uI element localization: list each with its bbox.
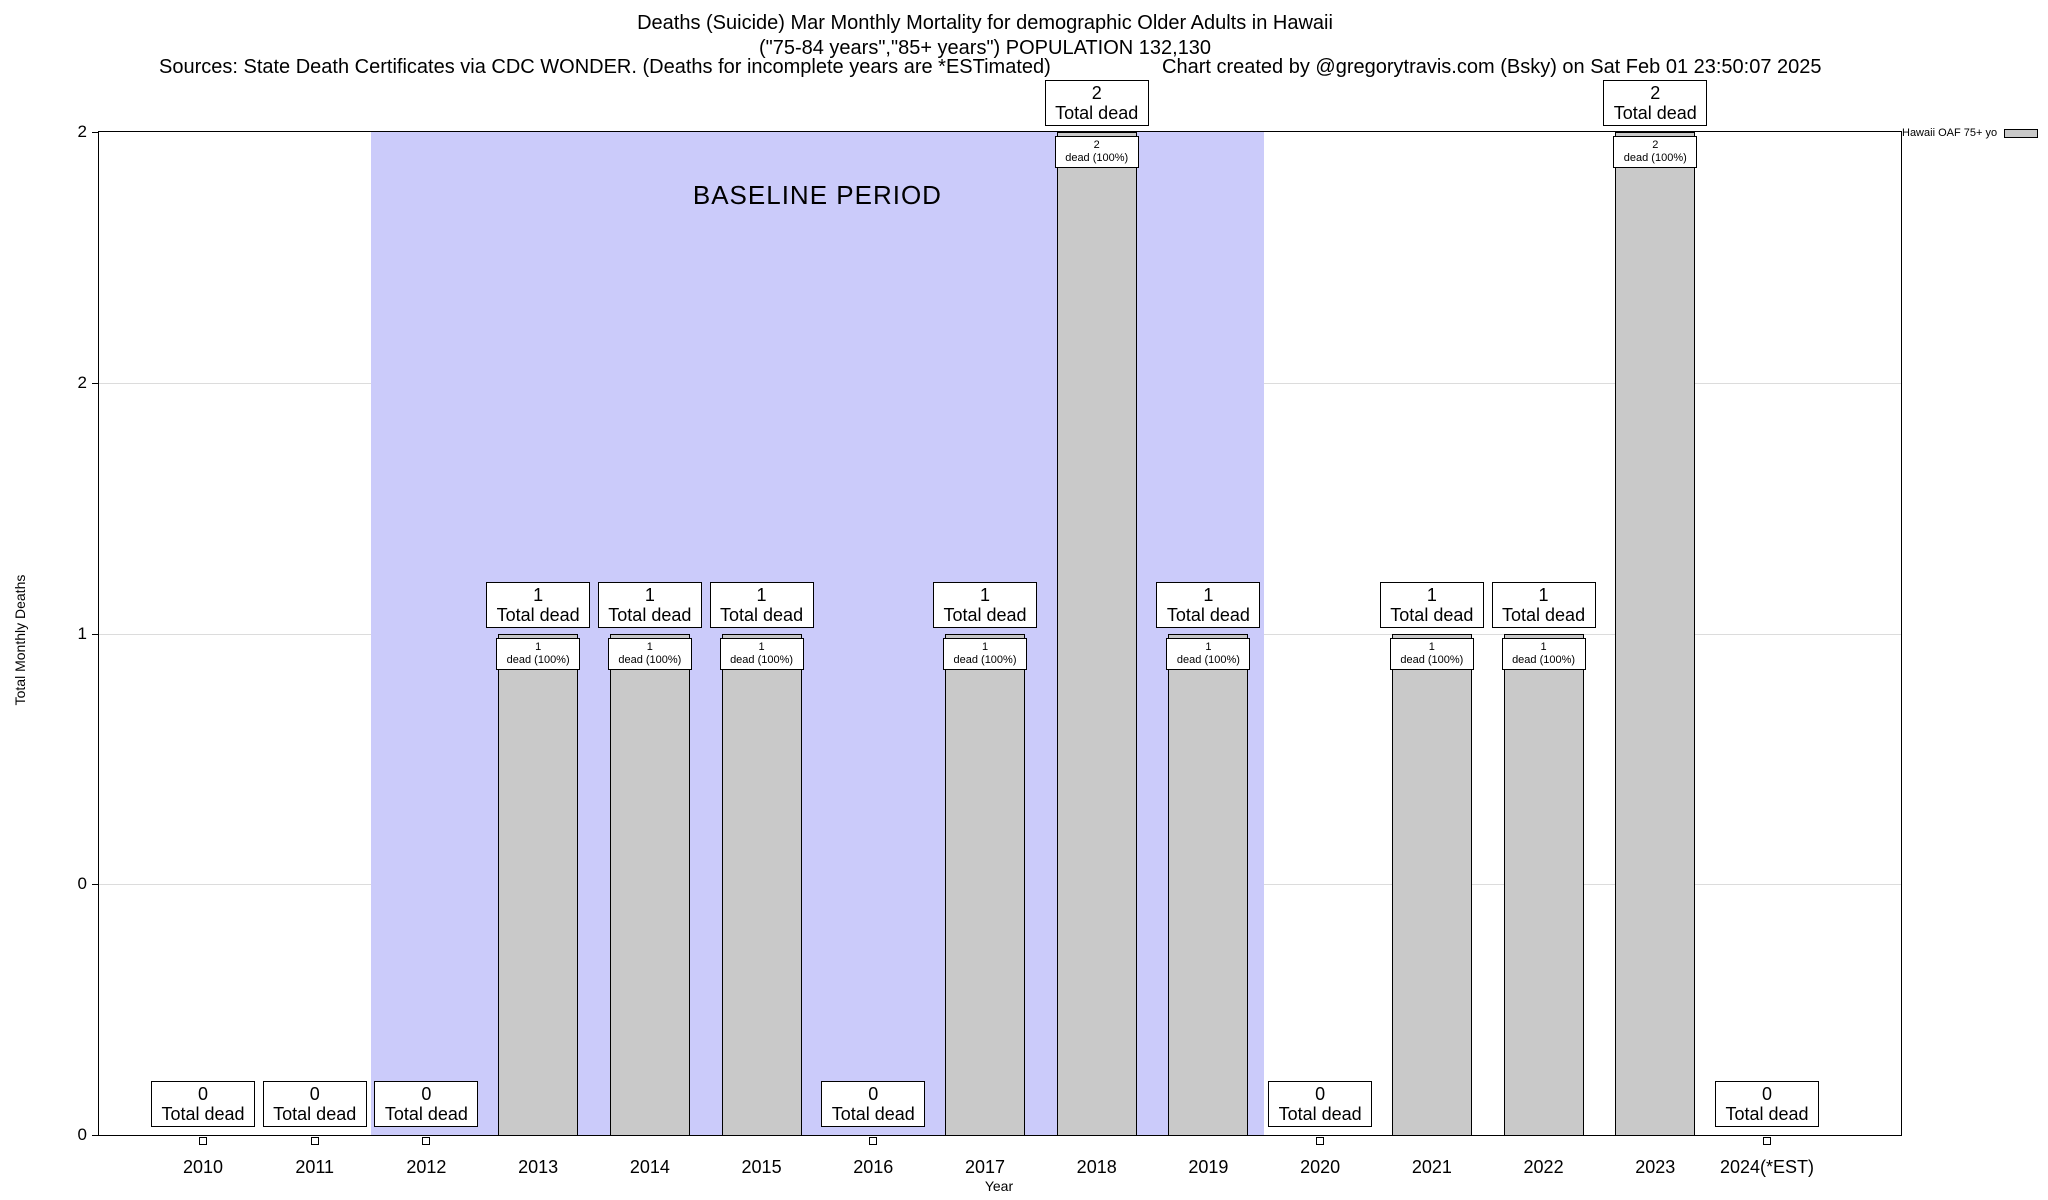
x-axis-title: Year — [984, 1178, 1014, 1194]
chart-credit: Chart created by @gregorytravis.com (Bsk… — [1162, 56, 1822, 78]
bar-total-label: 1 Total dead — [597, 581, 702, 628]
bar-total-label: 2 Total dead — [1603, 80, 1708, 126]
x-tick-label: 2022 — [1523, 1157, 1564, 1177]
x-tick-label: 2010 — [182, 1157, 224, 1177]
bar-total-label: 1 Total dead — [1379, 581, 1484, 628]
x-tick-label: 2013 — [518, 1157, 559, 1177]
bar-inner-label: 1 dead (100%) — [496, 637, 581, 670]
bar-total-label: 0 Total dead — [374, 1081, 479, 1127]
plot-area: BASELINE PERIOD 0 Total dead 2010 0 Total dea… — [78, 80, 1902, 1177]
chart-sources: Sources: State Death Certificates via CD… — [159, 56, 1051, 78]
x-tick-label: 2012 — [406, 1157, 447, 1177]
x-tick-label: 2024(*EST) — [1719, 1157, 1815, 1177]
y-tick-label: 1 — [77, 623, 87, 643]
baseline-band-label: BASELINE PERIOD — [692, 180, 942, 210]
bar-inner-label: 1 dead (100%) — [719, 637, 804, 670]
x-tick-label: 2018 — [1076, 1157, 1117, 1177]
y-tick-mark — [92, 633, 98, 635]
x-tick-label: 2016 — [853, 1157, 894, 1177]
bar-total-label: 0 Total dead — [262, 1081, 367, 1127]
bar-inner-label: 1 dead (100%) — [607, 637, 692, 670]
x-tick-label: 2020 — [1300, 1157, 1341, 1177]
bar-total-label: 1 Total dead — [1491, 581, 1596, 628]
legend-swatch — [2004, 128, 2039, 138]
bar — [721, 633, 802, 1135]
y-tick-label: 0 — [77, 874, 87, 894]
legend: Hawaii OAF 75+ yo — [1902, 127, 2039, 139]
chart-subtitle: ("75-84 years","85+ years") POPULATION 1… — [758, 37, 1212, 59]
bar — [498, 633, 579, 1135]
bar — [1615, 132, 1696, 1135]
y-tick-label: 2 — [77, 122, 87, 141]
bar-total-label: 1 Total dead — [1156, 581, 1261, 628]
bar-total-label: 0 Total dead — [151, 1081, 255, 1127]
zero-marker — [869, 1137, 878, 1145]
bar — [1391, 633, 1472, 1135]
bar-inner-label: 2 dead (100%) — [1054, 136, 1139, 168]
zero-marker — [422, 1137, 431, 1145]
bar-total-label: 0 Total dead — [821, 1081, 926, 1127]
bar-total-label: 2 Total dead — [1044, 80, 1149, 126]
y-axis-title: Total Monthly Deaths — [12, 574, 28, 706]
x-tick-label: 2014 — [629, 1157, 670, 1177]
x-tick-label: 2015 — [741, 1157, 782, 1177]
bar — [945, 633, 1025, 1135]
legend-label: Hawaii OAF 75+ yo — [1902, 127, 1998, 139]
y-tick-label: 2 — [77, 372, 87, 392]
bar — [1503, 633, 1584, 1135]
bar-total-label: 1 Total dead — [933, 581, 1037, 628]
bar — [1168, 633, 1249, 1135]
bar-total-label: 0 Total dead — [1715, 1081, 1819, 1127]
y-tick-mark — [92, 884, 98, 886]
bar-total-label: 1 Total dead — [486, 581, 591, 628]
zero-marker — [1316, 1137, 1325, 1145]
x-tick-label: 2021 — [1411, 1157, 1452, 1177]
bar-total-label: 1 Total dead — [709, 581, 814, 628]
y-tick-mark — [92, 1135, 98, 1136]
bar-total-label: 0 Total dead — [1268, 1081, 1373, 1127]
y-tick-mark — [92, 132, 98, 133]
chart-title: Deaths (Suicide) Mar Monthly Mortality f… — [637, 12, 1333, 34]
zero-marker — [1763, 1137, 1771, 1145]
x-tick-label: 2011 — [295, 1157, 335, 1177]
bar-inner-label: 1 dead (100%) — [1166, 637, 1251, 670]
bar — [609, 633, 690, 1135]
x-tick-label: 2023 — [1635, 1157, 1676, 1177]
y-tick-label: 0 — [77, 1125, 87, 1144]
zero-marker — [310, 1137, 319, 1145]
x-tick-label: 2017 — [964, 1157, 1006, 1177]
bar-inner-label: 1 dead (100%) — [1501, 637, 1586, 670]
bar-inner-label: 1 dead (100%) — [943, 637, 1027, 670]
y-tick-mark — [92, 382, 98, 384]
bar-inner-label: 2 dead (100%) — [1613, 136, 1698, 168]
bar-inner-label: 1 dead (100%) — [1389, 637, 1474, 670]
zero-marker — [199, 1137, 207, 1145]
x-tick-label: 2019 — [1188, 1157, 1229, 1177]
bar — [1056, 132, 1137, 1135]
